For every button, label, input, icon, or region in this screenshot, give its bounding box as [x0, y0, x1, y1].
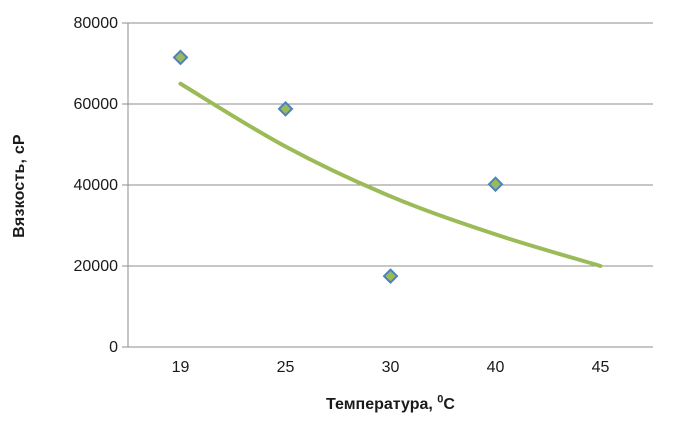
x-axis-title-superscript: 0	[437, 393, 444, 406]
data-point-marker	[172, 49, 189, 66]
x-tick-label: 40	[487, 359, 505, 376]
x-tick-label: 30	[382, 359, 400, 376]
trendline-path	[178, 81, 603, 268]
x-axis-title-text: Температура,	[326, 396, 438, 413]
x-tick-label: 25	[277, 359, 295, 376]
y-tick-label: 0	[109, 339, 118, 356]
data-point-marker	[277, 100, 294, 117]
data-point-marker	[382, 268, 399, 285]
x-axis-title-unit: С	[443, 396, 455, 413]
y-tick-label: 20000	[74, 258, 119, 275]
y-tick-label: 40000	[74, 177, 119, 194]
y-tick-label: 60000	[74, 96, 119, 113]
y-axis-title: Вязкость, сР	[11, 134, 28, 238]
data-point-marker	[487, 176, 504, 193]
x-tick-label: 19	[172, 359, 190, 376]
x-tick-label: 45	[592, 359, 610, 376]
y-tick-label: 80000	[74, 15, 119, 32]
x-axis-title: Температура, 0С	[128, 393, 653, 414]
